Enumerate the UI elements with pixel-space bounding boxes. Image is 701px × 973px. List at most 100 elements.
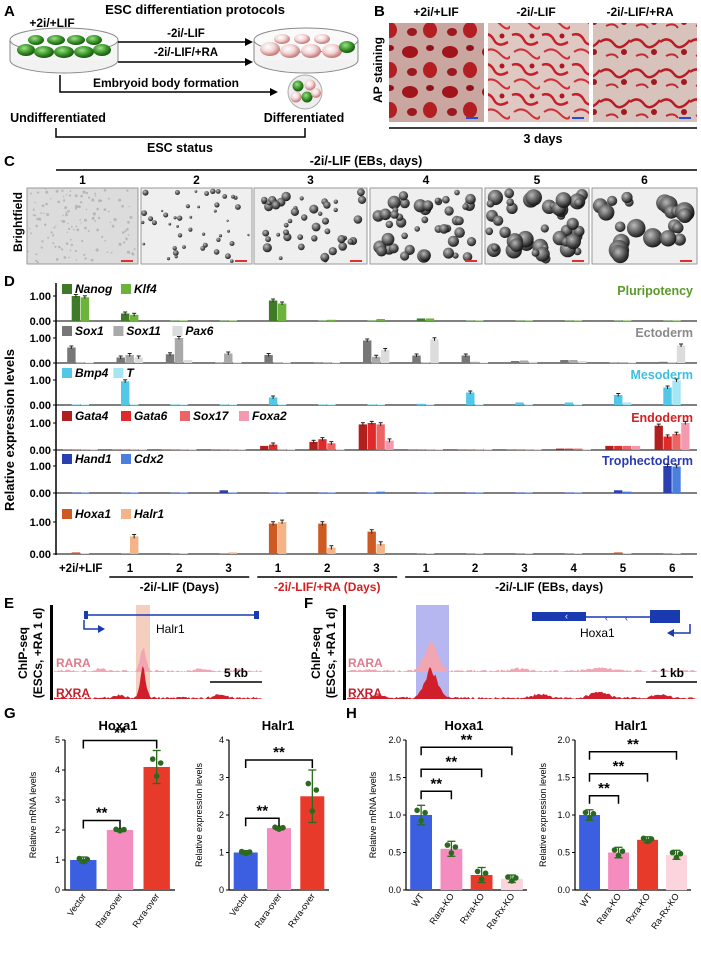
xtick-d: 6	[669, 563, 675, 575]
bar-ra-rx-ko	[501, 878, 523, 891]
significance-label: **	[461, 731, 473, 748]
ytick: 1.0	[557, 810, 570, 820]
bar-sox17	[80, 449, 89, 451]
bar-hoxa1	[318, 523, 327, 554]
data-point	[414, 807, 420, 814]
ap-image-2	[488, 23, 589, 122]
xtick: Vector	[65, 891, 88, 918]
bar-hand1	[121, 492, 130, 494]
xtick: Ra-Rx-KO	[649, 891, 681, 931]
bar-rxra-over	[143, 767, 170, 890]
ytick-d: 1.00	[30, 461, 51, 473]
significance-bracket	[82, 739, 158, 749]
significance-bracket	[420, 790, 453, 800]
bar-rara-ko	[608, 852, 629, 890]
bar-gata6	[564, 448, 574, 450]
bar-bmp4	[318, 404, 327, 406]
data-point	[149, 756, 156, 762]
xtick-d: 2	[324, 563, 330, 575]
bar-foxa2	[336, 449, 345, 451]
bar-cdx2	[130, 492, 139, 494]
bar-sox17	[672, 433, 681, 450]
bar-bmp4	[466, 392, 475, 405]
bar-hand1	[466, 492, 475, 494]
data-point	[117, 828, 123, 834]
bar-rara-ko	[440, 848, 463, 891]
arrow-label-2i-lif: -2i/-LIF	[167, 28, 205, 40]
bar-halr1	[623, 553, 632, 554]
bar-sox11	[174, 338, 184, 363]
bar-halr1	[80, 553, 90, 554]
bar-sox17	[475, 449, 484, 451]
ytick: 1	[219, 848, 224, 858]
bar-cdx2	[376, 491, 385, 493]
bar-gata4	[112, 449, 121, 451]
xtick: Rxra-over	[130, 891, 161, 929]
bar-foxa2	[484, 449, 493, 451]
data-point	[673, 854, 680, 861]
ytick: 0.0	[388, 885, 401, 895]
bar-bmp4	[219, 404, 228, 406]
bar-gata4	[260, 445, 269, 450]
bar-gata6	[367, 423, 376, 450]
bar-rxra-ko	[637, 839, 658, 891]
bar-cdx2	[672, 466, 681, 493]
legend-swatch-gata4	[62, 411, 72, 421]
arrow-label-2i-lif-ra: -2i/-LIF/+RA	[154, 47, 218, 59]
ytick: 4	[55, 765, 60, 775]
xtick-d: 1	[275, 563, 282, 575]
ytick-d: 1.00	[30, 291, 51, 303]
bar-sox17	[573, 448, 582, 450]
data-point	[590, 810, 597, 817]
bar-gata6	[170, 449, 179, 451]
legend-label-foxa2: Foxa2	[252, 409, 287, 423]
bar-halr1	[524, 553, 533, 554]
duration-label: 3 days	[524, 132, 563, 146]
bar-chart-g-hoxa1: Hoxa1 Relative mRNA levels 0 1 2 3 4 5 Vector Rar…	[28, 718, 175, 930]
bar-foxa2	[533, 449, 542, 451]
data-point	[305, 780, 312, 787]
bar-klf4	[672, 320, 681, 322]
ytick: 2	[55, 825, 60, 835]
xtick-d: 4	[570, 563, 577, 575]
ytick: 0	[219, 885, 224, 895]
legend-swatch-sox1	[62, 326, 72, 336]
bar-gata4	[358, 424, 367, 450]
xtick-d: 2	[176, 563, 182, 575]
xtick: Rara-KO	[595, 891, 624, 926]
bar-klf4	[277, 303, 287, 321]
bar-cdx2	[475, 492, 484, 494]
bar-klf4	[376, 319, 385, 321]
bar-wt	[579, 815, 600, 890]
ytick-d: 0.00	[30, 488, 51, 500]
bar-cdx2	[524, 492, 533, 494]
chart-ylabel: Relative mRNA levels	[28, 771, 38, 858]
day-label: 3	[307, 173, 314, 187]
ytick: 1	[55, 855, 60, 865]
significance-bracket	[420, 746, 513, 756]
bar-sox1	[363, 340, 372, 363]
data-point	[153, 773, 160, 779]
data-point	[444, 842, 451, 848]
bar-sox11	[372, 356, 381, 364]
bar-vector	[70, 860, 97, 890]
ytick: 2.0	[557, 735, 570, 745]
ytick-d: 0.00	[30, 358, 51, 370]
significance-label: **	[598, 780, 610, 797]
brightfield-image-day-6	[591, 187, 698, 265]
bar-klf4	[524, 320, 533, 322]
track-label-rxra-e: RXRA	[56, 686, 90, 700]
chip-signal	[347, 640, 697, 672]
data-point	[313, 787, 320, 793]
bar-nanog	[170, 320, 179, 322]
bar-hoxa1	[170, 553, 179, 554]
bar-cdx2	[277, 492, 287, 494]
chart-ylabel: Relative expression levels	[538, 762, 548, 867]
bar-bmp4	[121, 381, 130, 406]
bar-foxa2	[138, 449, 148, 451]
bar-cdx2	[623, 491, 632, 493]
bar-bmp4	[367, 404, 376, 406]
condition-label-3: -2i/-LIF/+RA	[606, 5, 673, 19]
bar-hand1	[614, 490, 623, 493]
